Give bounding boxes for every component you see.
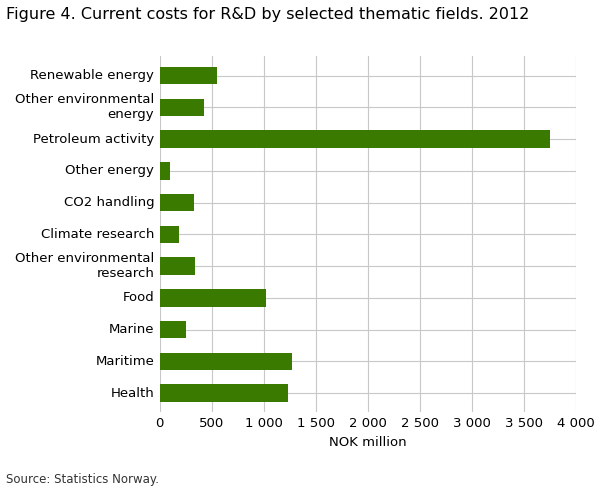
Text: Source: Statistics Norway.: Source: Statistics Norway. [6, 472, 159, 486]
Bar [160, 353, 292, 370]
Bar [160, 321, 186, 338]
Bar [160, 130, 550, 148]
X-axis label: NOK million: NOK million [329, 436, 407, 448]
Bar [160, 385, 288, 402]
Text: Figure 4. Current costs for R&D by selected thematic fields. 2012: Figure 4. Current costs for R&D by selec… [6, 7, 529, 22]
Bar [160, 257, 195, 275]
Bar [160, 289, 266, 306]
Bar [160, 194, 194, 211]
Bar [160, 67, 217, 84]
Bar [160, 162, 170, 180]
Bar [160, 99, 204, 116]
Bar [160, 225, 179, 243]
